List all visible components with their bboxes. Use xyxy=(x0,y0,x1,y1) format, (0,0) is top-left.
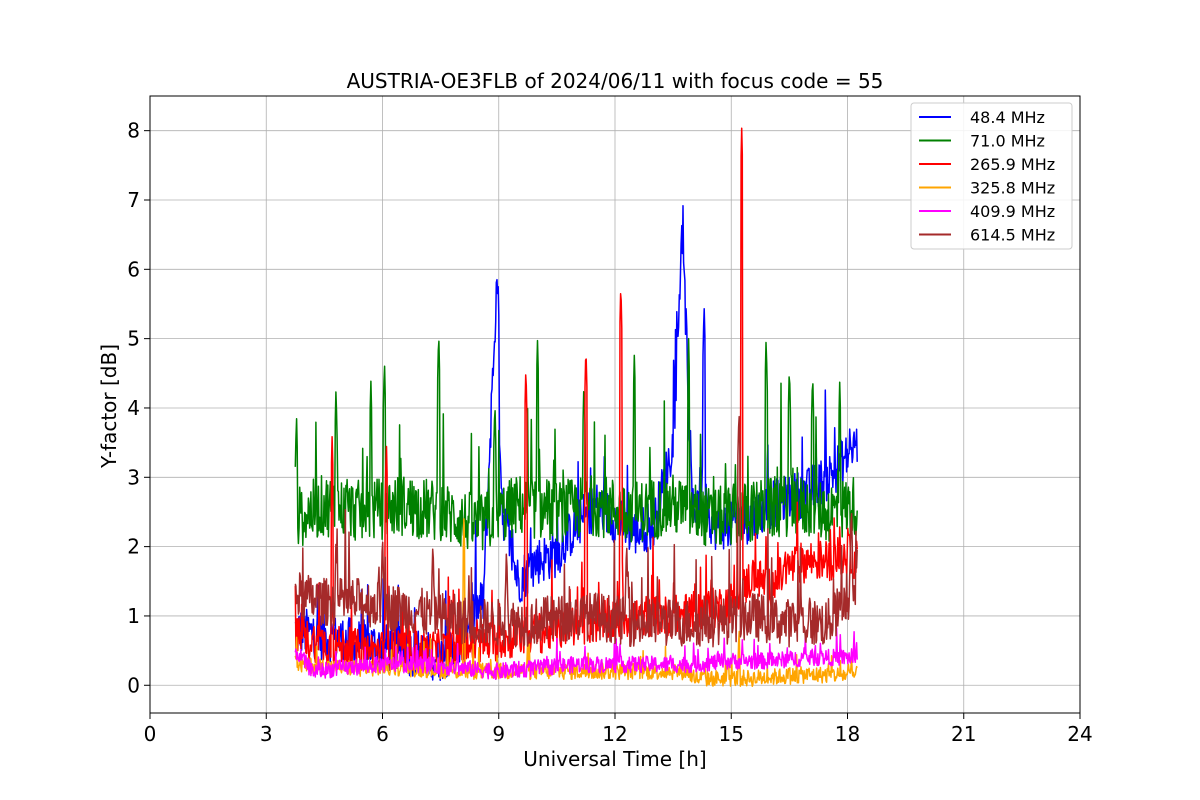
x-tick-label: 15 xyxy=(719,722,744,746)
legend-label: 265.9 MHz xyxy=(970,155,1055,174)
series-line xyxy=(294,518,858,687)
y-tick-label: 3 xyxy=(127,465,140,489)
y-tick-label: 0 xyxy=(127,673,140,697)
x-tick-label: 0 xyxy=(144,722,157,746)
x-axis-title: Universal Time [h] xyxy=(523,747,706,771)
y-tick-label: 8 xyxy=(127,119,140,143)
legend-label: 48.4 MHz xyxy=(970,108,1045,127)
y-tick-label: 5 xyxy=(127,327,140,351)
x-tick-label: 24 xyxy=(1067,722,1092,746)
legend-label: 614.5 MHz xyxy=(970,226,1055,245)
x-tick-label: 6 xyxy=(376,722,389,746)
chart-title: AUSTRIA-OE3FLB of 2024/06/11 with focus … xyxy=(347,69,884,93)
x-tick-label: 18 xyxy=(835,722,860,746)
y-tick-label: 1 xyxy=(127,604,140,628)
legend-box xyxy=(910,102,1073,250)
series-line xyxy=(294,127,858,672)
legend: 48.4 MHz 71.0 MHz 265.9 MHz 325.8 MHz 409.9… xyxy=(910,102,1073,250)
legend-label: 71.0 MHz xyxy=(970,132,1045,151)
x-tick-label: 21 xyxy=(951,722,976,746)
x-tick-label: 12 xyxy=(602,722,627,746)
legend-label: 409.9 MHz xyxy=(970,202,1055,221)
series-line xyxy=(294,415,858,648)
y-tick-label: 2 xyxy=(127,535,140,559)
series-group xyxy=(294,127,858,687)
x-tick-label: 9 xyxy=(492,722,505,746)
x-tick-label: 3 xyxy=(260,722,273,746)
y-tick-label: 4 xyxy=(127,396,140,420)
series-line xyxy=(294,337,858,551)
series-line xyxy=(294,627,858,681)
y-tick-label: 7 xyxy=(127,188,140,212)
y-tick-label: 6 xyxy=(127,257,140,281)
y-axis-title: Y-factor [dB] xyxy=(97,344,121,469)
legend-label: 325.8 MHz xyxy=(970,179,1055,198)
